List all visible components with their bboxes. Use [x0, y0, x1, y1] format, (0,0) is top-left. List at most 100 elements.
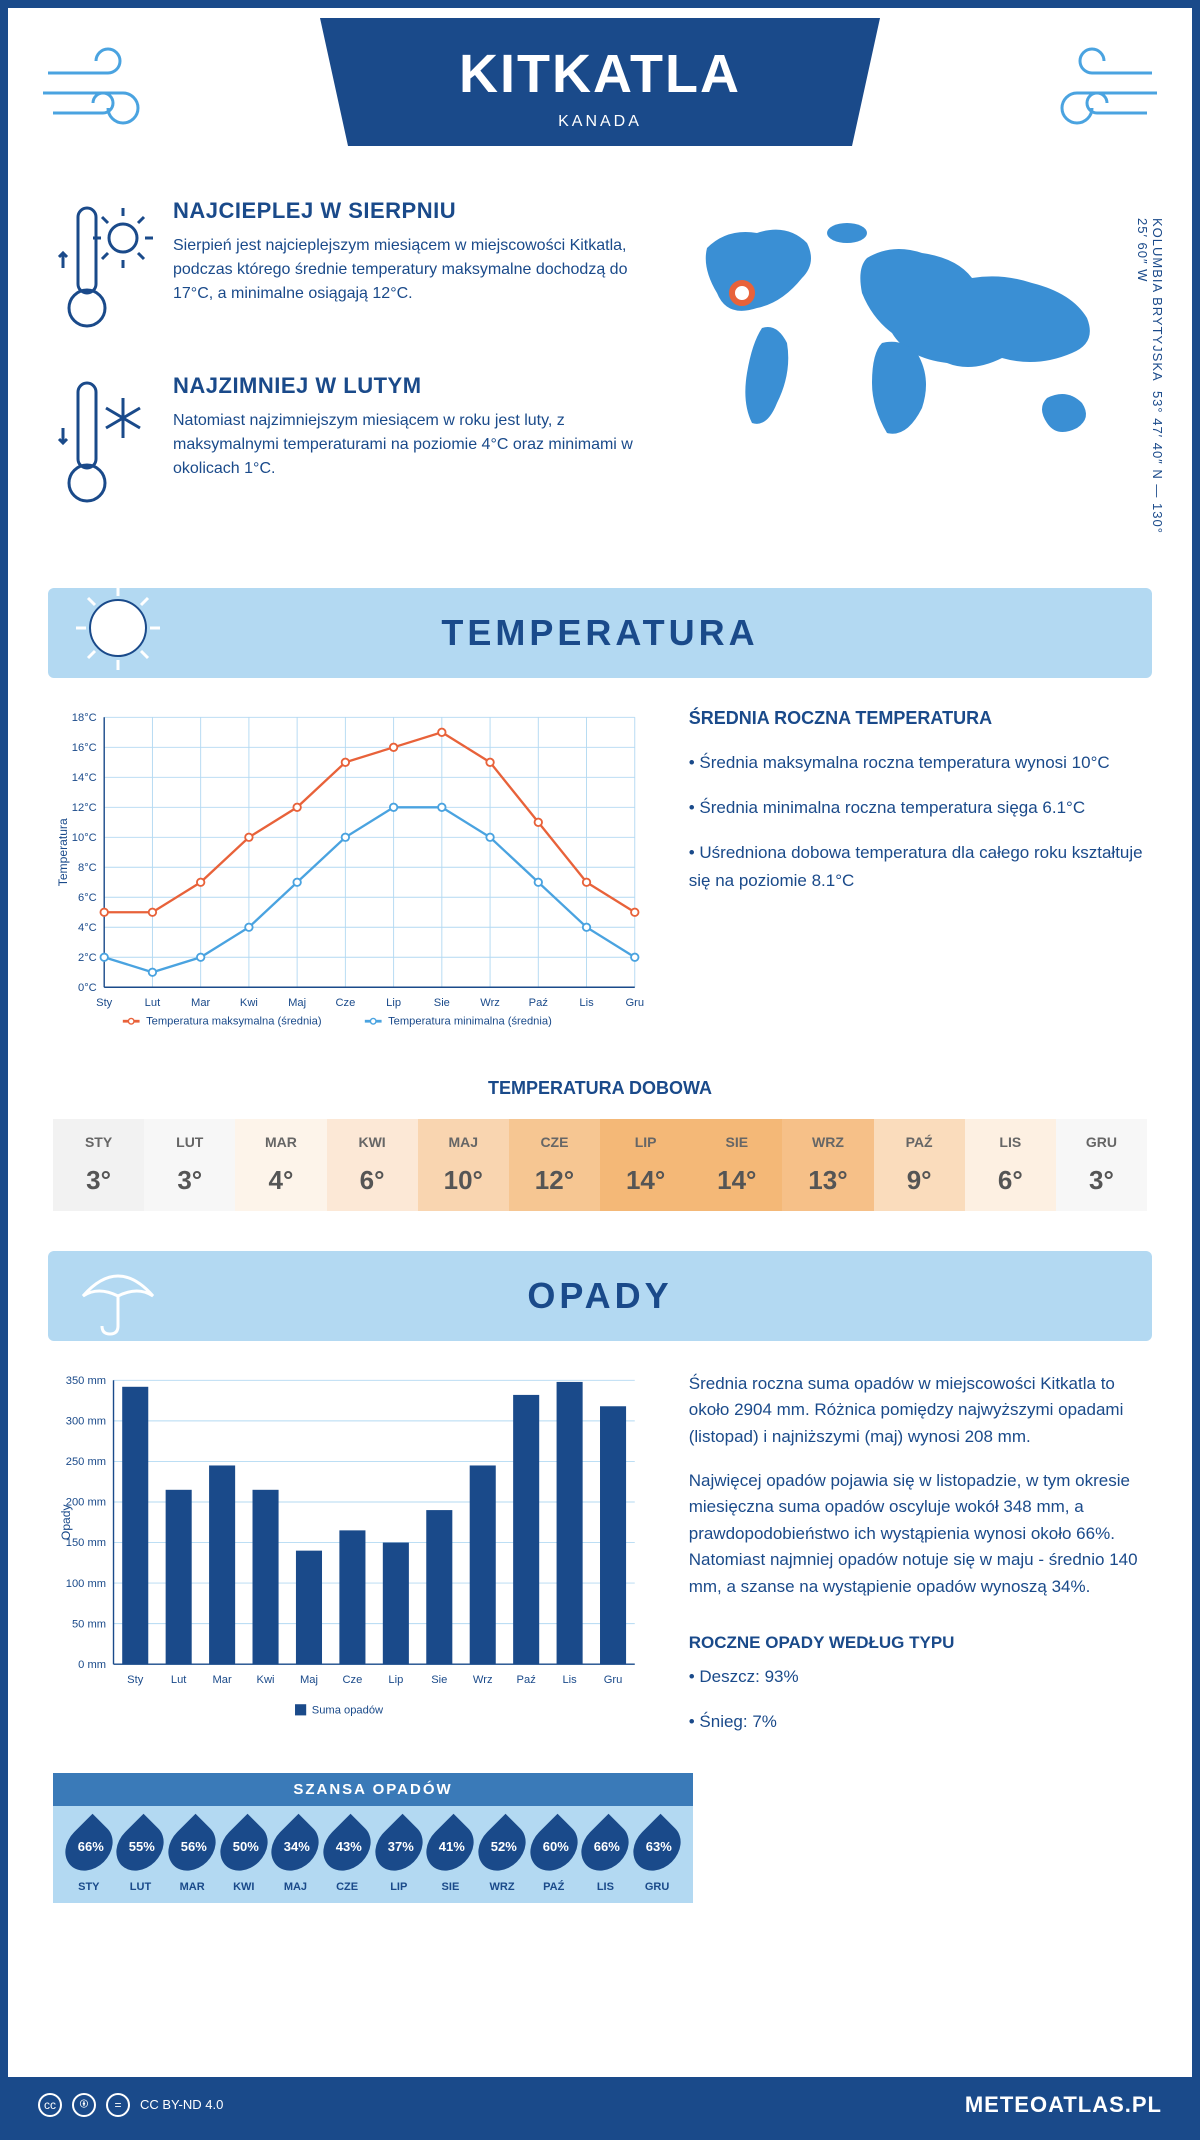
svg-text:250 mm: 250 mm [66, 1456, 106, 1468]
svg-text:Sty: Sty [127, 1674, 144, 1686]
chance-drop: 41%SIE [429, 1821, 471, 1893]
svg-text:Maj: Maj [300, 1674, 318, 1686]
chance-drop: 63%GRU [636, 1821, 678, 1893]
world-map: KOLUMBIA BRYTYJSKA 53° 47′ 40″ N — 130° … [667, 198, 1147, 548]
svg-text:Temperatura minimalna (średnia: Temperatura minimalna (średnia) [388, 1015, 552, 1027]
coordinates: KOLUMBIA BRYTYJSKA 53° 47′ 40″ N — 130° … [1135, 218, 1165, 548]
temperature-title: TEMPERATURA [441, 612, 758, 654]
svg-text:Opady: Opady [59, 1504, 73, 1541]
dobowa-title: TEMPERATURA DOBOWA [53, 1078, 1147, 1099]
szansa-title: SZANSA OPADÓW [53, 1773, 693, 1806]
precipitation-header: OPADY [48, 1251, 1152, 1341]
dobowa-cell: LIS6° [965, 1119, 1056, 1211]
svg-text:2°C: 2°C [78, 952, 97, 964]
dobowa-cell: PAŹ9° [874, 1119, 965, 1211]
chance-drop: 43%CZE [326, 1821, 368, 1893]
chance-drop: 66%LIS [584, 1821, 626, 1893]
temperature-line-chart: 0°C2°C4°C6°C8°C10°C12°C14°C16°C18°CStyLu… [53, 708, 649, 1048]
svg-text:Cze: Cze [335, 997, 355, 1009]
chance-drop: 52%WRZ [481, 1821, 523, 1893]
dobowa-cell: MAR4° [235, 1119, 326, 1211]
chance-drop: 56%MAR [171, 1821, 213, 1893]
svg-text:Temperatura maksymalna (średni: Temperatura maksymalna (średnia) [146, 1015, 322, 1027]
dobowa-cell: CZE12° [509, 1119, 600, 1211]
svg-text:100 mm: 100 mm [66, 1578, 106, 1590]
cc-icon: cc [38, 2093, 62, 2117]
precipitation-chance-panel: SZANSA OPADÓW 66%STY55%LUT56%MAR50%KWI34… [53, 1773, 693, 1903]
temp-bullet-1: • Średnia maksymalna roczna temperatura … [689, 749, 1147, 776]
svg-text:Lis: Lis [562, 1674, 577, 1686]
svg-text:Wrz: Wrz [480, 997, 500, 1009]
svg-text:18°C: 18°C [72, 712, 97, 724]
temperature-info: ŚREDNIA ROCZNA TEMPERATURA • Średnia mak… [689, 708, 1147, 1048]
map-svg [667, 198, 1147, 478]
footer: cc 🅯 = CC BY-ND 4.0 METEOATLAS.PL [8, 2077, 1192, 2132]
dobowa-cell: SIE14° [691, 1119, 782, 1211]
coldest-title: NAJZIMNIEJ W LUTYM [173, 373, 637, 399]
chance-drop: 37%LIP [378, 1821, 420, 1893]
svg-text:Paź: Paź [517, 1674, 537, 1686]
precipitation-info: Średnia roczna suma opadów w miejscowośc… [689, 1371, 1147, 1753]
svg-text:Kwi: Kwi [257, 1674, 275, 1686]
svg-text:Lip: Lip [386, 997, 401, 1009]
svg-text:0 mm: 0 mm [78, 1659, 106, 1671]
chance-drop: 34%MAJ [274, 1821, 316, 1893]
svg-text:Sty: Sty [96, 997, 113, 1009]
svg-text:Temperatura: Temperatura [56, 818, 70, 886]
warmest-text: Sierpień jest najcieplejszym miesiącem w… [173, 234, 637, 306]
svg-text:Lut: Lut [145, 997, 161, 1009]
header: KITKATLA KANADA [8, 8, 1192, 188]
precipitation-bar-chart: 0 mm50 mm100 mm150 mm200 mm250 mm300 mm3… [53, 1371, 649, 1753]
svg-text:4°C: 4°C [78, 922, 97, 934]
svg-text:8°C: 8°C [78, 862, 97, 874]
by-icon: 🅯 [72, 2093, 96, 2117]
chance-drop: 50%KWI [223, 1821, 265, 1893]
coldest-block: NAJZIMNIEJ W LUTYM Natomiast najzimniejs… [53, 373, 637, 518]
license-text: CC BY-ND 4.0 [140, 2097, 223, 2112]
temp-info-heading: ŚREDNIA ROCZNA TEMPERATURA [689, 708, 1147, 729]
temp-bullet-3: • Uśredniona dobowa temperatura dla całe… [689, 839, 1147, 893]
chance-drop: 55%LUT [119, 1821, 161, 1893]
title-banner: KITKATLA KANADA [320, 18, 880, 146]
svg-text:Mar: Mar [212, 1674, 231, 1686]
svg-text:14°C: 14°C [72, 772, 97, 784]
svg-text:300 mm: 300 mm [66, 1416, 106, 1428]
country-subtitle: KANADA [320, 113, 880, 131]
daily-temperature-table: TEMPERATURA DOBOWA STY3°LUT3°MAR4°KWI6°M… [8, 1048, 1192, 1231]
sun-icon [68, 578, 168, 678]
opady-p1: Średnia roczna suma opadów w miejscowośc… [689, 1371, 1147, 1450]
chance-drop: 60%PAŹ [533, 1821, 575, 1893]
temp-bullet-2: • Średnia minimalna roczna temperatura s… [689, 794, 1147, 821]
chance-drop: 66%STY [68, 1821, 110, 1893]
dobowa-cell: MAJ10° [418, 1119, 509, 1211]
dobowa-cell: LIP14° [600, 1119, 691, 1211]
svg-text:12°C: 12°C [72, 802, 97, 814]
svg-text:6°C: 6°C [78, 892, 97, 904]
svg-text:10°C: 10°C [72, 832, 97, 844]
svg-text:Suma opadów: Suma opadów [312, 1705, 384, 1717]
opady-type-heading: ROCZNE OPADY WEDŁUG TYPU [689, 1630, 1147, 1656]
nd-icon: = [106, 2093, 130, 2117]
umbrella-icon [68, 1241, 168, 1341]
svg-text:Kwi: Kwi [240, 997, 258, 1009]
svg-text:Sie: Sie [431, 1674, 447, 1686]
dobowa-cell: LUT3° [144, 1119, 235, 1211]
wind-icon-right [1012, 38, 1162, 138]
svg-text:Maj: Maj [288, 997, 306, 1009]
svg-text:16°C: 16°C [72, 742, 97, 754]
svg-text:Lut: Lut [171, 1674, 187, 1686]
svg-text:Sie: Sie [434, 997, 450, 1009]
intro-section: NAJCIEPLEJ W SIERPNIU Sierpień jest najc… [8, 188, 1192, 568]
opady-type-1: • Deszcz: 93% [689, 1664, 1147, 1690]
warmest-title: NAJCIEPLEJ W SIERPNIU [173, 198, 637, 224]
opady-title: OPADY [527, 1275, 672, 1317]
temperature-header: TEMPERATURA [48, 588, 1152, 678]
svg-text:Cze: Cze [342, 1674, 362, 1686]
svg-text:Wrz: Wrz [473, 1674, 493, 1686]
dobowa-cell: WRZ13° [782, 1119, 873, 1211]
svg-text:Lis: Lis [579, 997, 594, 1009]
wind-icon-left [38, 38, 188, 138]
dobowa-cell: GRU3° [1056, 1119, 1147, 1211]
svg-text:Gru: Gru [604, 1674, 623, 1686]
svg-text:Mar: Mar [191, 997, 210, 1009]
